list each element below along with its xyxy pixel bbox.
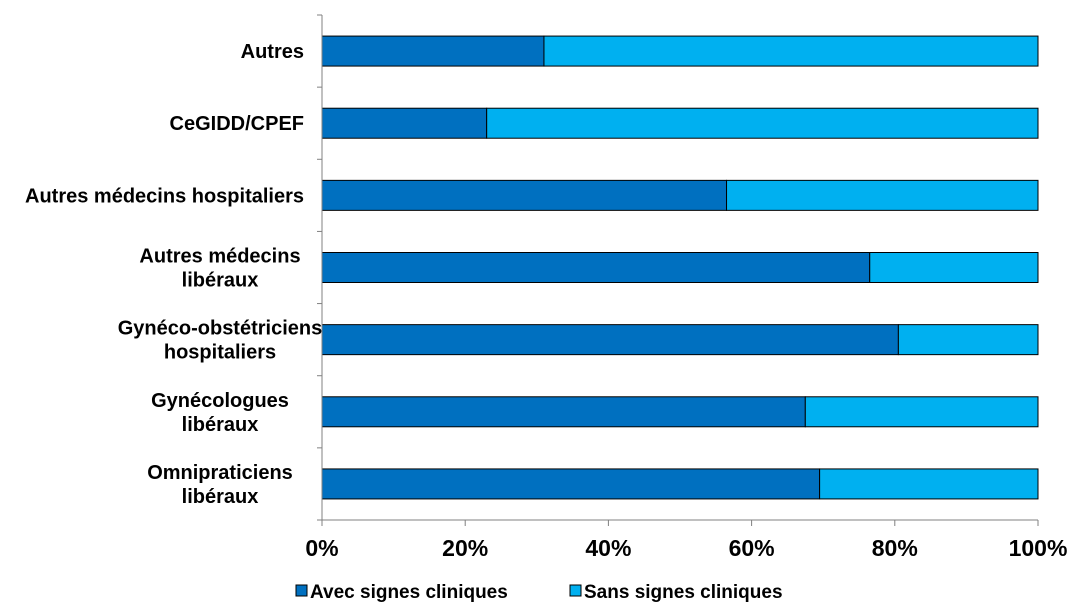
legend-label-1: Sans signes cliniques bbox=[584, 582, 783, 603]
x-tick-label-1: 20% bbox=[442, 535, 488, 561]
bar-avec-3 bbox=[321, 252, 871, 283]
category-label-4-0: Gynéco-obstétriciens bbox=[118, 318, 323, 340]
category-label-1-0: CeGIDD/CPEF bbox=[170, 113, 304, 135]
bar-sans-4 bbox=[897, 324, 1039, 356]
bar-sans-3 bbox=[869, 252, 1039, 283]
bar-sans-0 bbox=[543, 35, 1039, 67]
x-tick-labels: 0% 20% 40% 60% 80% 100% bbox=[305, 535, 1067, 561]
bar-sans-2 bbox=[726, 179, 1039, 211]
bars-layer bbox=[321, 35, 1039, 500]
legend-swatch-1 bbox=[569, 584, 582, 597]
x-tick-label-4: 80% bbox=[872, 535, 918, 561]
x-tick-label-3: 60% bbox=[729, 535, 775, 561]
x-tick-label-2: 40% bbox=[585, 535, 631, 561]
category-label-3-0: Autres médecins bbox=[139, 246, 300, 268]
axes-layer bbox=[317, 14, 1039, 526]
category-label-3-1: libéraux bbox=[182, 270, 259, 292]
category-label-0-0: Autres bbox=[241, 41, 304, 63]
bar-sans-1 bbox=[486, 107, 1039, 139]
bar-avec-5 bbox=[321, 396, 806, 428]
bar-sans-6 bbox=[819, 468, 1039, 500]
bar-avec-4 bbox=[321, 324, 899, 356]
legend-swatch-0 bbox=[295, 584, 308, 597]
x-tick-label-0: 0% bbox=[305, 535, 338, 561]
category-label-6-0: Omnipraticiens bbox=[147, 462, 293, 484]
bar-sans-5 bbox=[804, 396, 1039, 428]
legend: Avec signes cliniques Sans signes cliniqu… bbox=[295, 582, 783, 603]
category-label-5-1: libéraux bbox=[182, 414, 259, 436]
bar-avec-0 bbox=[321, 35, 545, 67]
legend-label-0: Avec signes cliniques bbox=[310, 582, 508, 603]
category-label-6-1: libéraux bbox=[182, 486, 259, 508]
category-label-5-0: Gynécologues bbox=[151, 390, 289, 412]
bar-avec-6 bbox=[321, 468, 821, 500]
x-tick-label-5: 100% bbox=[1009, 535, 1068, 561]
bar-avec-2 bbox=[321, 179, 728, 211]
bar-avec-1 bbox=[321, 107, 488, 139]
category-label-4-1: hospitaliers bbox=[164, 342, 276, 364]
category-label-2-0: Autres médecins hospitaliers bbox=[25, 185, 304, 207]
category-labels: Autres CeGIDD/CPEF Autres médecins hospita… bbox=[25, 41, 322, 508]
